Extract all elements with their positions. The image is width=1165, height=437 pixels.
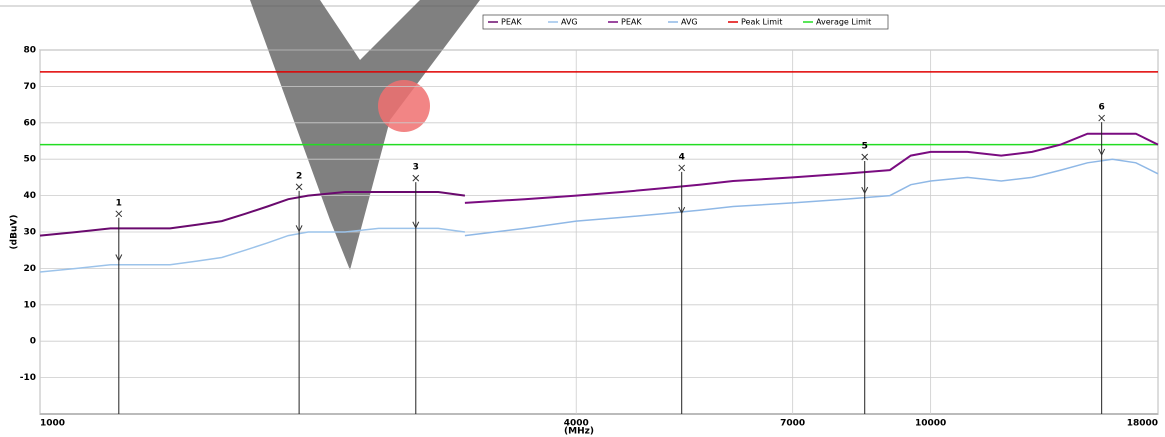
marker-label: 1	[116, 198, 122, 208]
marker-label: 5	[862, 142, 868, 152]
legend	[482, 14, 889, 30]
overlay-dot	[378, 80, 430, 132]
legend-label: Peak Limit	[741, 18, 782, 27]
y-tick-label: 60	[23, 118, 36, 128]
marker-label: 3	[413, 163, 419, 173]
series-line	[39, 191, 466, 237]
marker-avg	[295, 225, 303, 233]
y-axis-label: (dBuV)	[10, 215, 20, 250]
marker-label: 4	[679, 152, 685, 162]
marker-peak	[295, 183, 303, 191]
y-tick-label: 10	[23, 300, 36, 310]
x-tick-label: 4000	[564, 419, 589, 429]
grid	[39, 49, 1159, 414]
x-tick-label: 7000	[780, 419, 805, 429]
legend-label: AVG	[681, 18, 698, 27]
marker-avg	[678, 206, 686, 215]
series-line	[39, 227, 466, 273]
series-line	[464, 158, 1159, 237]
marker-avg	[861, 186, 869, 195]
x-tick-label: 10000	[915, 419, 946, 429]
x-tick-label: 18000	[1127, 419, 1158, 429]
marker-label: 2	[296, 171, 302, 181]
y-tick-label: 70	[23, 82, 36, 92]
y-tick-label: 0	[30, 337, 36, 347]
marker-avg	[1098, 148, 1106, 157]
y-tick-label: -10	[20, 373, 36, 383]
marker-peak	[115, 210, 123, 218]
y-tick-label: 50	[23, 155, 36, 165]
x-tick-label: 1000	[40, 419, 65, 429]
y-tick-label: 30	[23, 228, 36, 238]
legend-label: AVG	[561, 18, 578, 27]
marker-label: 6	[1099, 103, 1105, 113]
marker-peak	[678, 164, 686, 172]
y-tick-label: 80	[23, 46, 36, 56]
marker-peak	[412, 174, 420, 182]
y-tick-label: 20	[23, 264, 36, 274]
marker-avg	[412, 221, 420, 229]
legend-label: Average Limit	[816, 18, 871, 27]
y-tick-label: 40	[23, 191, 36, 201]
marker-peak	[1098, 114, 1106, 122]
series-line	[464, 132, 1159, 204]
legend-label: PEAK	[621, 18, 642, 27]
marker-peak	[861, 153, 869, 161]
overlay-pointer	[250, 0, 480, 270]
marker-avg	[115, 254, 123, 262]
x-axis-label: (MHz)	[564, 427, 594, 437]
legend-label: PEAK	[501, 18, 522, 27]
